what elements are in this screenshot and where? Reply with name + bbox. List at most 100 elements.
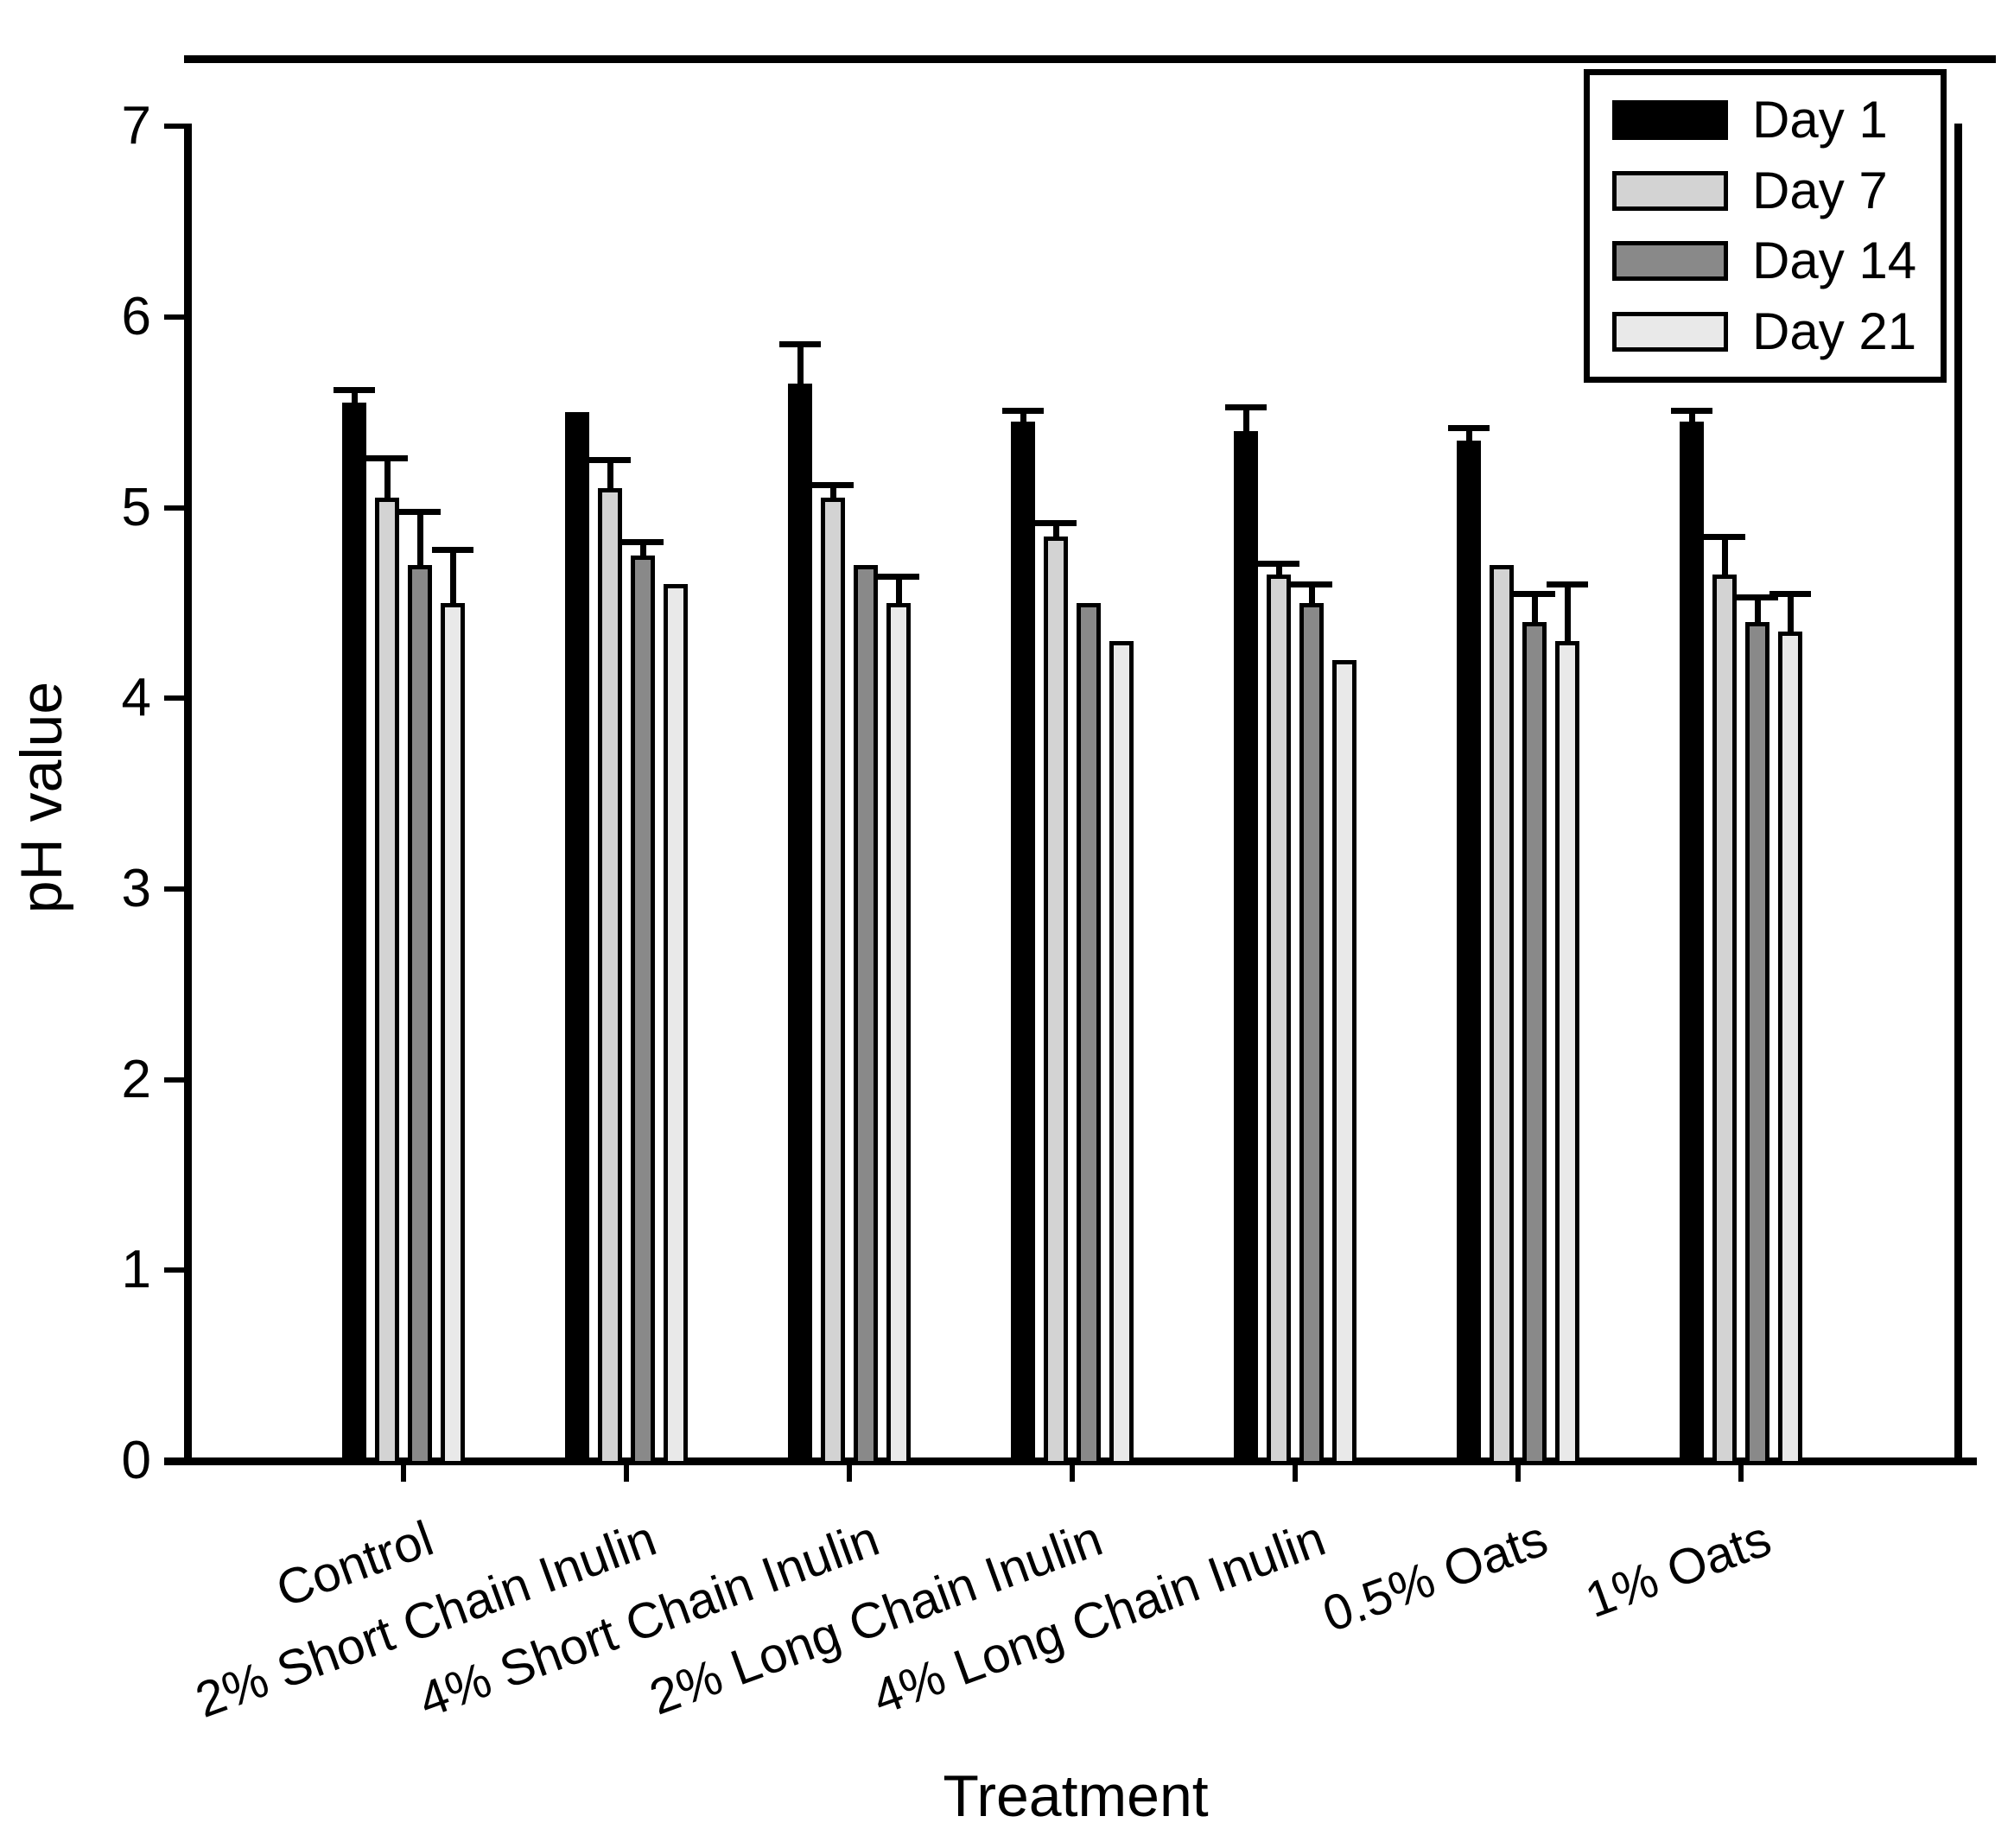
y-axis-tick-label: 7 [121,96,151,156]
error-bar-stem [1531,593,1538,622]
right-spine [1954,124,1962,1465]
x-axis-tick [401,1462,406,1482]
error-bar-cap [878,573,919,580]
error-bar-cap [1002,407,1044,414]
y-axis-tick [164,124,187,130]
legend-swatch-icon [1612,99,1728,140]
bar-day-1 [1011,422,1035,1465]
legend-swatch-icon [1612,312,1728,352]
error-bar-stem [1688,410,1695,422]
error-bar-stem [639,542,646,556]
bar-day-1 [565,412,589,1465]
error-bar-stem [797,343,804,384]
bar-day-14 [631,555,655,1465]
y-axis-tick [164,314,187,320]
error-bar-stem [1052,523,1059,537]
error-bar-cap [779,340,821,347]
error-bar-cap [1258,560,1299,567]
x-axis-category-label: 1% Oats [1578,1509,1778,1629]
x-axis-tick [1738,1462,1744,1482]
error-bar-cap [366,455,408,462]
x-axis-tick [1070,1462,1075,1482]
error-bar-stem [1564,583,1571,641]
x-axis-baseline [164,1457,1977,1465]
legend-label: Day 1 [1752,90,1888,149]
bar-day-21 [1778,631,1802,1465]
bar-day-21 [441,602,465,1465]
bar-day-7 [598,488,622,1465]
bar-day-1 [1234,431,1258,1465]
y-axis-tick-label: 2 [121,1049,151,1109]
bar-day-7 [375,498,399,1465]
x-axis-tick [624,1462,629,1482]
y-axis-tick [164,1267,187,1273]
error-bar-cap [1225,403,1267,410]
y-axis-title: pH value [9,681,74,914]
error-bar-stem [895,575,902,603]
legend-item: Day 14 [1590,235,1941,287]
y-axis-tick-label: 3 [121,858,151,918]
bar-day-14 [1522,621,1547,1465]
error-bar-cap [589,457,631,464]
error-bar-cap [1291,581,1332,587]
error-bar-stem [1721,536,1728,575]
x-axis-tick [1293,1462,1298,1482]
y-axis-tick [164,886,187,892]
legend-item: Day 7 [1590,161,1941,219]
bar-day-21 [886,602,911,1465]
y-axis-tick-label: 1 [121,1240,151,1300]
legend-label: Day 21 [1752,302,1917,361]
bar-day-14 [854,564,878,1465]
x-axis-tick [1515,1462,1521,1482]
x-axis-category-label: 0.5% Oats [1315,1509,1555,1643]
bar-day-1 [788,384,812,1465]
y-axis-tick [164,695,187,702]
y-axis-left-spine [184,124,192,1465]
y-axis-tick-label: 0 [121,1431,151,1490]
error-bar-cap [1514,590,1555,597]
bar-day-1 [342,403,366,1465]
error-bar-cap [1737,594,1778,601]
legend-swatch-icon [1612,170,1728,211]
top-frame-line [184,55,1996,63]
legend-item: Day 1 [1590,90,1941,149]
bar-day-7 [821,498,845,1465]
bar-day-21 [1555,640,1579,1465]
bar-day-14 [1077,602,1101,1465]
bar-day-1 [1457,441,1481,1465]
error-bar-stem [607,460,613,489]
error-bar-stem [1020,410,1026,422]
y-axis-tick-label: 5 [121,477,151,537]
error-bar-cap [1448,424,1490,431]
bar-day-14 [1299,602,1324,1465]
y-axis-tick [164,1458,187,1464]
y-axis-tick-label: 4 [121,668,151,728]
bar-day-21 [1109,640,1134,1465]
error-bar-cap [432,547,473,554]
legend-label: Day 7 [1752,161,1888,219]
bar-day-7 [1712,574,1737,1465]
error-bar-cap [1769,590,1811,597]
error-bar-cap [1547,581,1588,587]
error-bar-stem [384,458,391,499]
error-bar-stem [1787,593,1794,632]
bar-day-14 [1745,621,1769,1465]
x-axis-title: Treatment [943,1763,1209,1829]
error-bar-stem [351,389,358,403]
bar-day-21 [1332,660,1356,1465]
bar-day-14 [408,564,432,1465]
error-bar-stem [829,485,836,499]
error-bar-stem [1275,562,1282,575]
y-axis-tick [164,505,187,511]
error-bar-cap [399,508,441,515]
legend-swatch-icon [1612,241,1728,282]
bar-day-7 [1490,564,1514,1465]
error-bar-cap [334,386,375,393]
y-axis-tick-label: 6 [121,286,151,346]
legend-label: Day 14 [1752,232,1917,290]
bar-day-1 [1680,422,1704,1465]
error-bar-stem [1242,406,1249,432]
x-axis-tick [847,1462,852,1482]
error-bar-cap [812,482,854,489]
